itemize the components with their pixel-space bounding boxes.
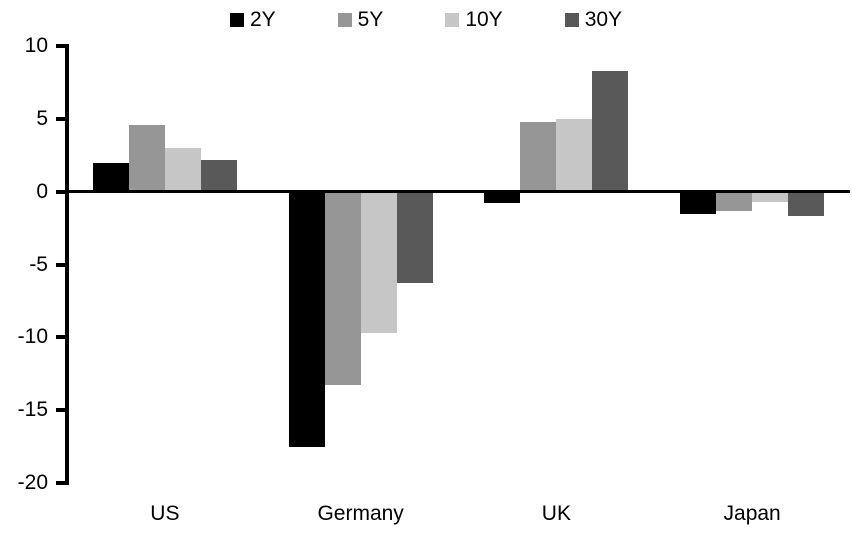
zero-baseline xyxy=(65,190,850,194)
y-axis-tick xyxy=(56,44,65,48)
legend-item-30y: 30Y xyxy=(564,8,623,32)
legend-label-2y: 2Y xyxy=(249,8,276,31)
category-label-germany: Germany xyxy=(317,502,404,525)
y-axis-tick-label: 0 xyxy=(36,179,48,203)
legend-swatch-2y-icon xyxy=(229,13,244,27)
legend-swatch-5y-icon xyxy=(337,13,352,27)
category-label-us: US xyxy=(150,502,180,525)
bar-uk-5y xyxy=(520,121,557,192)
bar-germany-30y xyxy=(396,191,433,284)
bar-japan-5y xyxy=(716,191,753,211)
bar-us-5y xyxy=(128,124,165,192)
bar-us-30y xyxy=(200,159,237,192)
y-axis-tick-label: -10 xyxy=(17,325,48,349)
bar-germany-2y xyxy=(288,191,325,447)
legend-swatch-10y-icon xyxy=(445,13,460,27)
legend-label-10y: 10Y xyxy=(465,8,503,31)
legend-label-30y: 30Y xyxy=(584,8,623,31)
chart-legend: 2Y 5Y 10Y 30Y xyxy=(0,8,852,32)
legend-item-10y: 10Y xyxy=(445,8,503,32)
bar-japan-10y xyxy=(752,191,789,202)
bar-germany-5y xyxy=(324,191,361,386)
bar-uk-10y xyxy=(556,118,593,192)
y-axis-tick-label: 10 xyxy=(24,34,48,57)
y-axis-tick-label: -15 xyxy=(17,398,48,422)
bar-uk-2y xyxy=(484,191,521,204)
bar-uk-30y xyxy=(592,70,629,192)
legend-item-2y: 2Y xyxy=(229,8,276,32)
legend-label-5y: 5Y xyxy=(357,8,384,31)
y-axis-tick-label: 5 xyxy=(36,106,48,130)
legend-swatch-30y-icon xyxy=(564,13,579,27)
category-label-japan: Japan xyxy=(723,502,781,525)
y-axis-tick xyxy=(56,262,65,267)
y-axis-tick xyxy=(56,481,65,485)
y-axis-tick xyxy=(56,335,65,340)
bar-germany-10y xyxy=(360,191,397,333)
y-axis-tick xyxy=(56,189,65,194)
y-axis-tick xyxy=(56,408,65,413)
y-axis-tick-label: -20 xyxy=(17,471,48,494)
legend-item-5y: 5Y xyxy=(337,8,384,32)
bar-japan-2y xyxy=(680,191,717,214)
category-label-uk: UK xyxy=(541,502,571,525)
y-axis-tick-label: -5 xyxy=(29,252,48,276)
y-axis-tick xyxy=(56,116,65,121)
bar-japan-30y xyxy=(788,191,825,217)
bar-us-2y xyxy=(92,162,129,192)
y-axis-line xyxy=(65,44,69,485)
bar-us-10y xyxy=(164,147,201,192)
